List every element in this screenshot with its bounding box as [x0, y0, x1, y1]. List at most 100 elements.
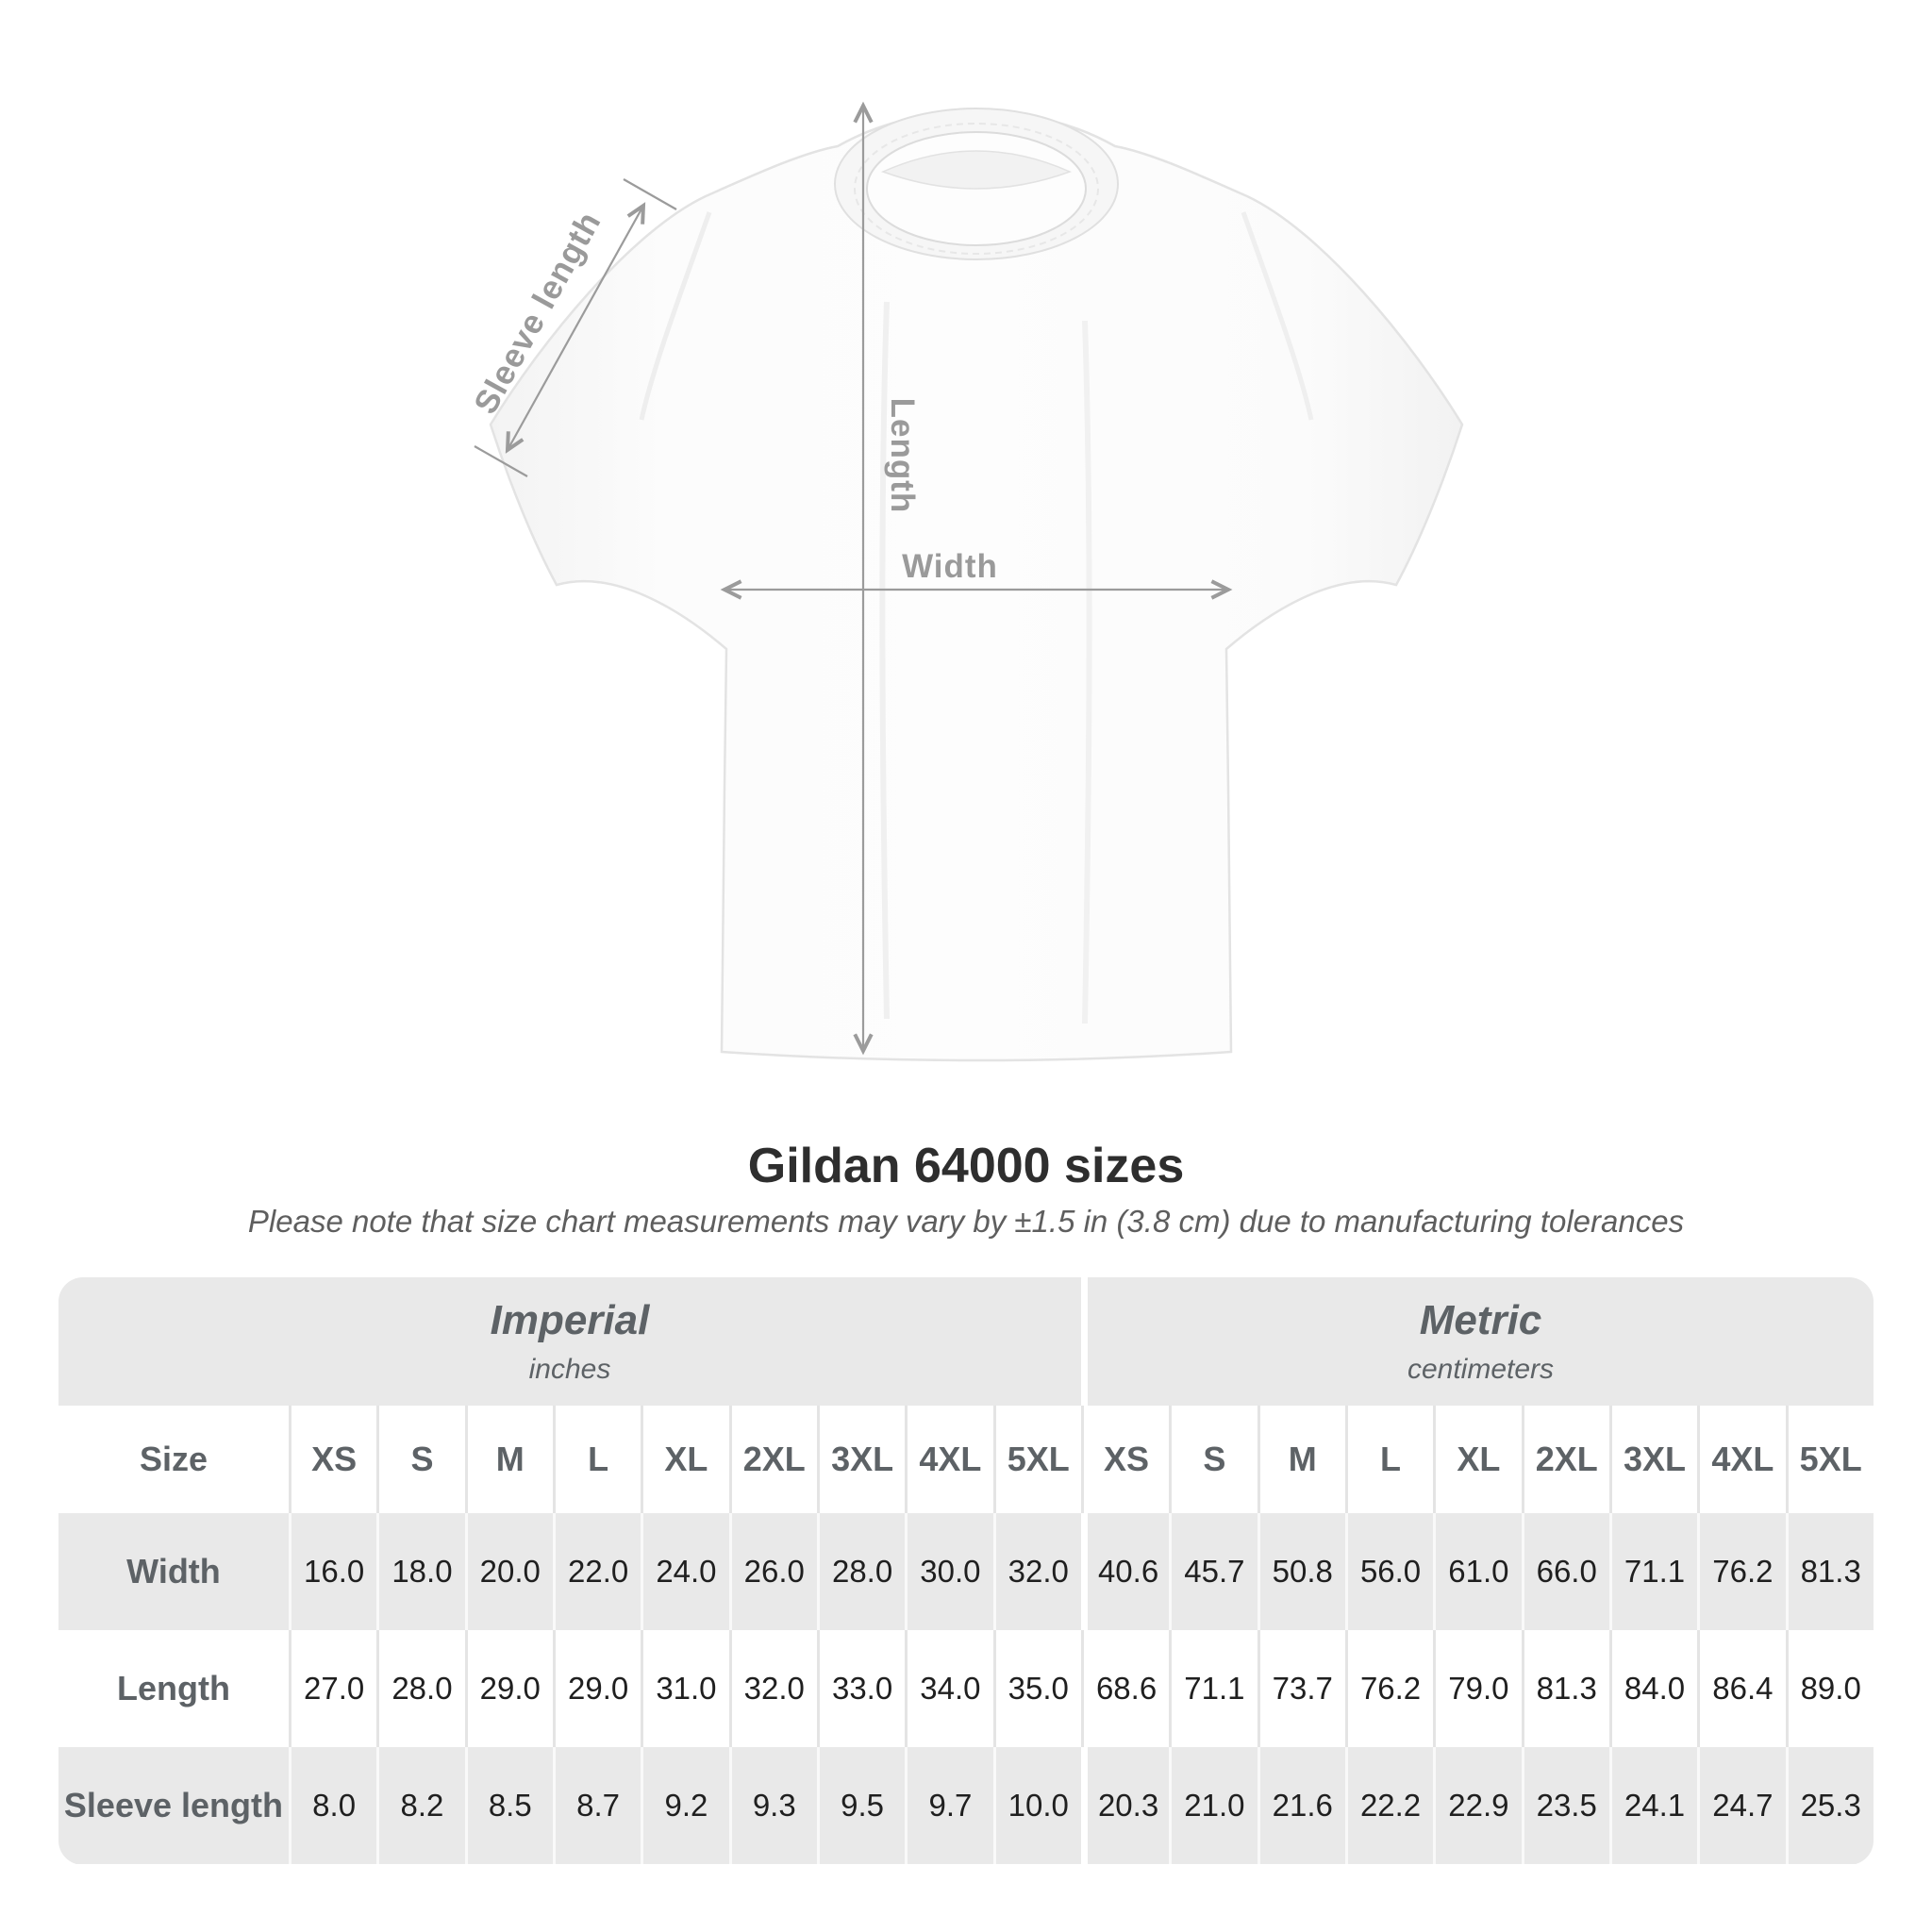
size-col-metric-xs: XS — [1080, 1406, 1169, 1513]
table-row-width: Width 16.0 18.0 20.0 22.0 24.0 26.0 28.0… — [58, 1513, 1874, 1630]
length-metric-xl: 79.0 — [1433, 1630, 1521, 1747]
imperial-header: Imperial inches — [58, 1277, 1088, 1406]
sleeve-imperial-4xl: 9.7 — [905, 1747, 992, 1864]
metric-subtitle: centimeters — [1407, 1354, 1555, 1385]
width-imperial-5xl: 32.0 — [992, 1513, 1081, 1630]
tshirt-illustration: Sleeve length Length Width — [467, 57, 1464, 1062]
length-imperial-2xl: 32.0 — [728, 1630, 817, 1747]
width-label: Width — [902, 548, 998, 585]
length-metric-4xl: 86.4 — [1697, 1630, 1785, 1747]
size-col-imperial-5xl: 5XL — [992, 1406, 1081, 1513]
sleeve-metric-3xl: 24.1 — [1608, 1747, 1697, 1864]
sleeve-imperial-s: 8.2 — [376, 1747, 464, 1864]
width-metric-m: 50.8 — [1257, 1513, 1345, 1630]
size-col-metric-3xl: 3XL — [1608, 1406, 1697, 1513]
sleeve-metric-2xl: 23.5 — [1521, 1747, 1609, 1864]
page-title: Gildan 64000 sizes — [747, 1139, 1185, 1193]
sleeve-metric-m: 21.6 — [1257, 1747, 1345, 1864]
sleeve-metric-l: 22.2 — [1344, 1747, 1433, 1864]
metric-header: Metric centimeters — [1087, 1277, 1874, 1406]
length-imperial-3xl: 33.0 — [816, 1630, 905, 1747]
page-subtitle: Please note that size chart measurements… — [247, 1204, 1685, 1239]
sleeve-metric-4xl: 24.7 — [1697, 1747, 1785, 1864]
row-label: Width — [126, 1552, 221, 1591]
width-metric-5xl: 81.3 — [1785, 1513, 1874, 1630]
size-col-metric-l: L — [1344, 1406, 1433, 1513]
width-metric-s: 45.7 — [1169, 1513, 1257, 1630]
sleeve-dimension-line — [474, 178, 677, 477]
width-metric-xs: 40.6 — [1080, 1513, 1169, 1630]
sleeve-imperial-5xl: 10.0 — [992, 1747, 1081, 1864]
tshirt-measurement-diagram: Sleeve length Length Width — [358, 57, 1585, 1113]
size-col-imperial-l: L — [552, 1406, 641, 1513]
length-label: Length — [884, 398, 921, 514]
size-col-metric-2xl: 2XL — [1521, 1406, 1609, 1513]
unit-header-band: Imperial inches Metric centimeters — [58, 1277, 1874, 1406]
size-col-imperial-4xl: 4XL — [905, 1406, 992, 1513]
size-col-imperial-m: M — [464, 1406, 553, 1513]
size-header-cell: Size — [58, 1406, 289, 1513]
width-metric-4xl: 76.2 — [1697, 1513, 1785, 1630]
width-imperial-m: 20.0 — [464, 1513, 553, 1630]
width-imperial-s: 18.0 — [376, 1513, 464, 1630]
width-imperial-xs: 16.0 — [288, 1513, 376, 1630]
sleeve-imperial-l: 8.7 — [552, 1747, 641, 1864]
size-col-metric-m: M — [1257, 1406, 1345, 1513]
size-header-row: Size XS S M L XL 2XL 3XL 4XL 5XL XS S M … — [58, 1406, 1874, 1513]
width-imperial-4xl: 30.0 — [905, 1513, 992, 1630]
width-metric-2xl: 66.0 — [1521, 1513, 1609, 1630]
length-metric-l: 76.2 — [1344, 1630, 1433, 1747]
row-label-cell: Length — [58, 1630, 289, 1747]
width-metric-3xl: 71.1 — [1608, 1513, 1697, 1630]
width-imperial-3xl: 28.0 — [816, 1513, 905, 1630]
size-col-metric-xl: XL — [1433, 1406, 1521, 1513]
sleeve-imperial-xs: 8.0 — [288, 1747, 376, 1864]
length-imperial-m: 29.0 — [464, 1630, 553, 1747]
sleeve-metric-s: 21.0 — [1169, 1747, 1257, 1864]
size-header-text: Size — [139, 1440, 208, 1478]
size-col-imperial-2xl: 2XL — [728, 1406, 817, 1513]
sleeve-imperial-xl: 9.2 — [641, 1747, 728, 1864]
size-col-imperial-xl: XL — [641, 1406, 728, 1513]
row-label: Length — [116, 1669, 230, 1707]
length-imperial-s: 28.0 — [376, 1630, 464, 1747]
sleeve-imperial-2xl: 9.3 — [728, 1747, 817, 1864]
table-row-sleeve-length: Sleeve length 8.0 8.2 8.5 8.7 9.2 9.3 9.… — [58, 1747, 1874, 1864]
length-metric-xs: 68.6 — [1080, 1630, 1169, 1747]
width-imperial-2xl: 26.0 — [728, 1513, 817, 1630]
sleeve-metric-xl: 22.9 — [1433, 1747, 1521, 1864]
row-label: Sleeve length — [63, 1786, 284, 1824]
row-label-cell: Width — [58, 1513, 289, 1630]
width-metric-l: 56.0 — [1344, 1513, 1433, 1630]
size-col-metric-5xl: 5XL — [1785, 1406, 1874, 1513]
sleeve-imperial-3xl: 9.5 — [816, 1747, 905, 1864]
length-imperial-xs: 27.0 — [288, 1630, 376, 1747]
size-col-metric-s: S — [1169, 1406, 1257, 1513]
length-metric-s: 71.1 — [1169, 1630, 1257, 1747]
length-imperial-xl: 31.0 — [641, 1630, 728, 1747]
size-col-metric-4xl: 4XL — [1697, 1406, 1785, 1513]
length-imperial-4xl: 34.0 — [905, 1630, 992, 1747]
length-imperial-5xl: 35.0 — [992, 1630, 1081, 1747]
sleeve-metric-5xl: 25.3 — [1785, 1747, 1874, 1864]
imperial-subtitle: inches — [528, 1354, 611, 1385]
size-col-imperial-xs: XS — [288, 1406, 376, 1513]
length-metric-5xl: 89.0 — [1785, 1630, 1874, 1747]
size-col-imperial-3xl: 3XL — [816, 1406, 905, 1513]
tshirt-collar — [834, 108, 1119, 260]
width-imperial-l: 22.0 — [552, 1513, 641, 1630]
length-metric-2xl: 81.3 — [1521, 1630, 1609, 1747]
length-metric-3xl: 84.0 — [1608, 1630, 1697, 1747]
sleeve-imperial-m: 8.5 — [464, 1747, 553, 1864]
width-metric-xl: 61.0 — [1433, 1513, 1521, 1630]
metric-title: Metric — [1419, 1297, 1542, 1343]
length-imperial-l: 29.0 — [552, 1630, 641, 1747]
table-row-length: Length 27.0 28.0 29.0 29.0 31.0 32.0 33.… — [58, 1630, 1874, 1747]
size-table: Imperial inches Metric centimeters Size … — [58, 1277, 1874, 1865]
sleeve-metric-xs: 20.3 — [1080, 1747, 1169, 1864]
row-label-cell: Sleeve length — [58, 1747, 289, 1864]
size-col-imperial-s: S — [376, 1406, 464, 1513]
imperial-title: Imperial — [490, 1297, 650, 1343]
width-imperial-xl: 24.0 — [641, 1513, 728, 1630]
